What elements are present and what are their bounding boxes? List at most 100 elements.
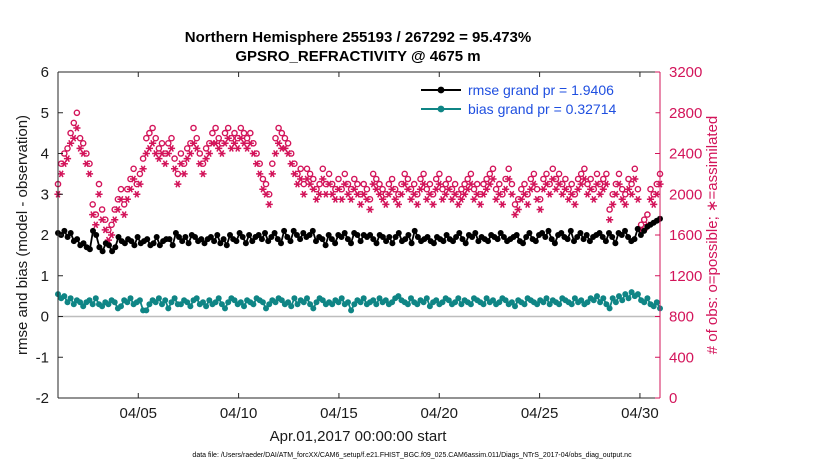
- rmse-point: [386, 234, 393, 240]
- assimilated-obs-point: [539, 185, 547, 193]
- possible-obs-point: [190, 124, 197, 132]
- rmse-point: [475, 238, 482, 245]
- assimilated-obs-point: [634, 195, 642, 203]
- bias-point: [420, 299, 427, 306]
- bias-point: [162, 297, 169, 304]
- rmse-point: [634, 225, 641, 232]
- assimilated-obs-point: [227, 144, 235, 152]
- assimilated-obs-point: [253, 160, 261, 168]
- rmse-point: [265, 238, 272, 245]
- rmse-point: [373, 240, 380, 247]
- y-tick-label-right: 2400: [669, 146, 702, 163]
- possible-obs-point: [335, 175, 342, 183]
- possible-obs-point: [549, 165, 557, 173]
- possible-obs-point: [527, 175, 535, 183]
- bias-point: [165, 305, 172, 312]
- rmse-point: [408, 240, 415, 247]
- rmse-point: [523, 234, 530, 240]
- assimilated-obs-point: [555, 180, 563, 188]
- possible-obs-point: [243, 134, 251, 142]
- legend-marker-bias: [437, 105, 445, 113]
- rmse-point: [625, 234, 632, 240]
- possible-obs-point: [644, 211, 651, 218]
- possible-obs-point: [640, 216, 648, 223]
- possible-obs-point: [505, 165, 513, 173]
- bias-point: [556, 301, 563, 308]
- rmse-point: [405, 232, 412, 238]
- rmse-point: [115, 234, 122, 240]
- rmse-point: [255, 232, 262, 238]
- legend: rmse grand pr = 1.9406 bias grand pr = 0.…: [417, 77, 656, 121]
- assimilated-obs-point: [246, 139, 254, 147]
- x-tick-label: 04/15: [320, 405, 358, 422]
- assimilated-obs-point: [73, 124, 81, 132]
- possible-obs-point: [470, 185, 478, 193]
- tick-labels-group: -2 -1 0 1 2 3 4 5 6 0 400 800 1200 1600 2000 2400 2800 32…: [36, 64, 703, 422]
- rmse-point: [271, 230, 278, 236]
- rmse-point: [485, 238, 491, 245]
- possible-obs-point: [350, 175, 358, 183]
- possible-obs-point: [521, 180, 528, 188]
- bias-point: [594, 293, 600, 300]
- assimilated-obs-point: [130, 175, 138, 183]
- rmse-point: [583, 232, 590, 238]
- bias-point: [300, 299, 307, 306]
- bias-point: [508, 299, 515, 306]
- assimilated-obs-point: [309, 185, 317, 193]
- bias-point: [606, 305, 613, 312]
- possible-obs-point: [117, 185, 125, 193]
- data-marks: [54, 109, 664, 314]
- possible-obs-point: [281, 134, 289, 142]
- possible-obs-point: [319, 165, 327, 173]
- rmse-point: [414, 234, 421, 240]
- bias-point: [521, 301, 528, 308]
- assimilated-obs-point: [420, 180, 428, 188]
- assimilated-obs-point: [123, 195, 131, 203]
- rmse-point: [134, 234, 141, 240]
- bias-point: [241, 303, 247, 310]
- assimilated-obs-point: [590, 195, 598, 203]
- rmse-point: [233, 238, 240, 245]
- bias-point: [480, 301, 487, 308]
- possible-obs-point: [325, 170, 333, 178]
- bias-point: [77, 299, 84, 306]
- assimilated-obs-point: [568, 190, 576, 198]
- possible-obs-point: [445, 175, 453, 183]
- possible-obs-point: [209, 129, 216, 137]
- possible-obs-point: [473, 180, 481, 188]
- possible-obs-point: [603, 170, 610, 178]
- rmse-point: [599, 234, 606, 240]
- possible-obs-point: [120, 201, 128, 208]
- rmse-point: [354, 232, 361, 238]
- possible-obs-point: [372, 175, 380, 183]
- rmse-point: [185, 240, 192, 247]
- assimilated-obs-point: [423, 195, 431, 203]
- rmse-point: [239, 234, 246, 240]
- assimilated-obs-point: [558, 190, 566, 198]
- bias-point: [338, 295, 345, 302]
- assimilated-obs-point: [155, 155, 163, 163]
- possible-obs-point: [278, 129, 286, 137]
- assimilated-obs-point: [237, 134, 245, 142]
- assimilated-obs-point: [221, 139, 229, 147]
- possible-obs-point: [98, 206, 106, 213]
- rmse-point: [411, 227, 418, 234]
- bias-point: [467, 301, 474, 308]
- possible-obs-point: [495, 180, 503, 188]
- y-tick-label-right: 800: [669, 309, 694, 326]
- possible-obs-point: [423, 185, 431, 193]
- assimilated-obs-point: [95, 190, 103, 198]
- possible-obs-point: [436, 170, 443, 178]
- bias-point: [310, 305, 317, 312]
- rmse-point: [370, 236, 377, 243]
- possible-obs-point: [95, 180, 103, 188]
- assimilated-obs-point: [388, 185, 396, 193]
- assimilated-obs-point: [394, 200, 402, 208]
- possible-obs-point: [577, 170, 585, 178]
- rmse-point: [341, 230, 348, 236]
- legend-label-bias: bias grand pr = 0.32714: [468, 101, 616, 117]
- bias-point: [653, 299, 660, 306]
- rmse-point: [459, 236, 466, 243]
- assimilated-obs-point: [281, 144, 289, 152]
